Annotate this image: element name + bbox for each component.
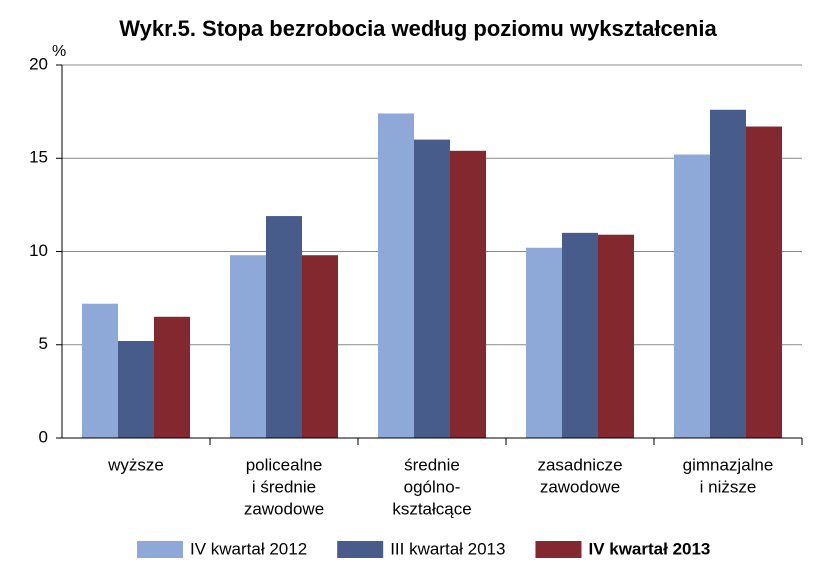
bar: [302, 255, 338, 438]
y-tick-label: 20: [29, 54, 48, 73]
y-tick-label: 0: [39, 427, 48, 446]
x-tick-label: zawodowe: [244, 499, 324, 518]
bar: [746, 126, 782, 439]
chart-title: Wykr.5. Stopa bezrobocia według poziomu …: [119, 16, 717, 41]
bar: [82, 303, 118, 438]
y-tick-label: 10: [29, 241, 48, 260]
legend-swatch: [137, 541, 183, 558]
x-tick-label: wyższe: [107, 455, 164, 474]
legend-swatch: [535, 541, 582, 558]
x-tick-label: zasadnicze: [537, 455, 622, 474]
bar: [526, 247, 562, 438]
bar: [598, 234, 634, 438]
x-tick-label: gimnazjalne: [683, 455, 774, 474]
x-tick-label: i średnie: [252, 477, 316, 496]
x-tick-label: ogólno-: [404, 477, 461, 496]
bar: [562, 232, 598, 438]
x-tick-label: zawodowe: [540, 477, 620, 496]
bar: [266, 216, 302, 438]
y-tick-label: 15: [29, 148, 48, 167]
legend-label: IV kwartał 2013: [588, 539, 710, 558]
y-axis-label: %: [52, 43, 66, 60]
x-tick-label: średnie: [404, 455, 460, 474]
legend-label: III kwartał 2013: [390, 539, 505, 558]
legend-swatch: [337, 541, 384, 558]
bar: [674, 154, 710, 438]
bar: [230, 255, 266, 438]
legend-label: IV kwartał 2012: [190, 539, 307, 558]
bar: [414, 139, 450, 438]
x-tick-label: i niższe: [700, 477, 757, 496]
x-tick-label: policealne: [246, 455, 323, 474]
bar: [118, 341, 154, 438]
bar: [710, 109, 746, 438]
x-tick-label: kształcące: [392, 499, 471, 518]
bar: [154, 316, 190, 438]
y-tick-label: 5: [39, 334, 48, 353]
bar: [450, 150, 486, 439]
bar: [378, 113, 414, 439]
